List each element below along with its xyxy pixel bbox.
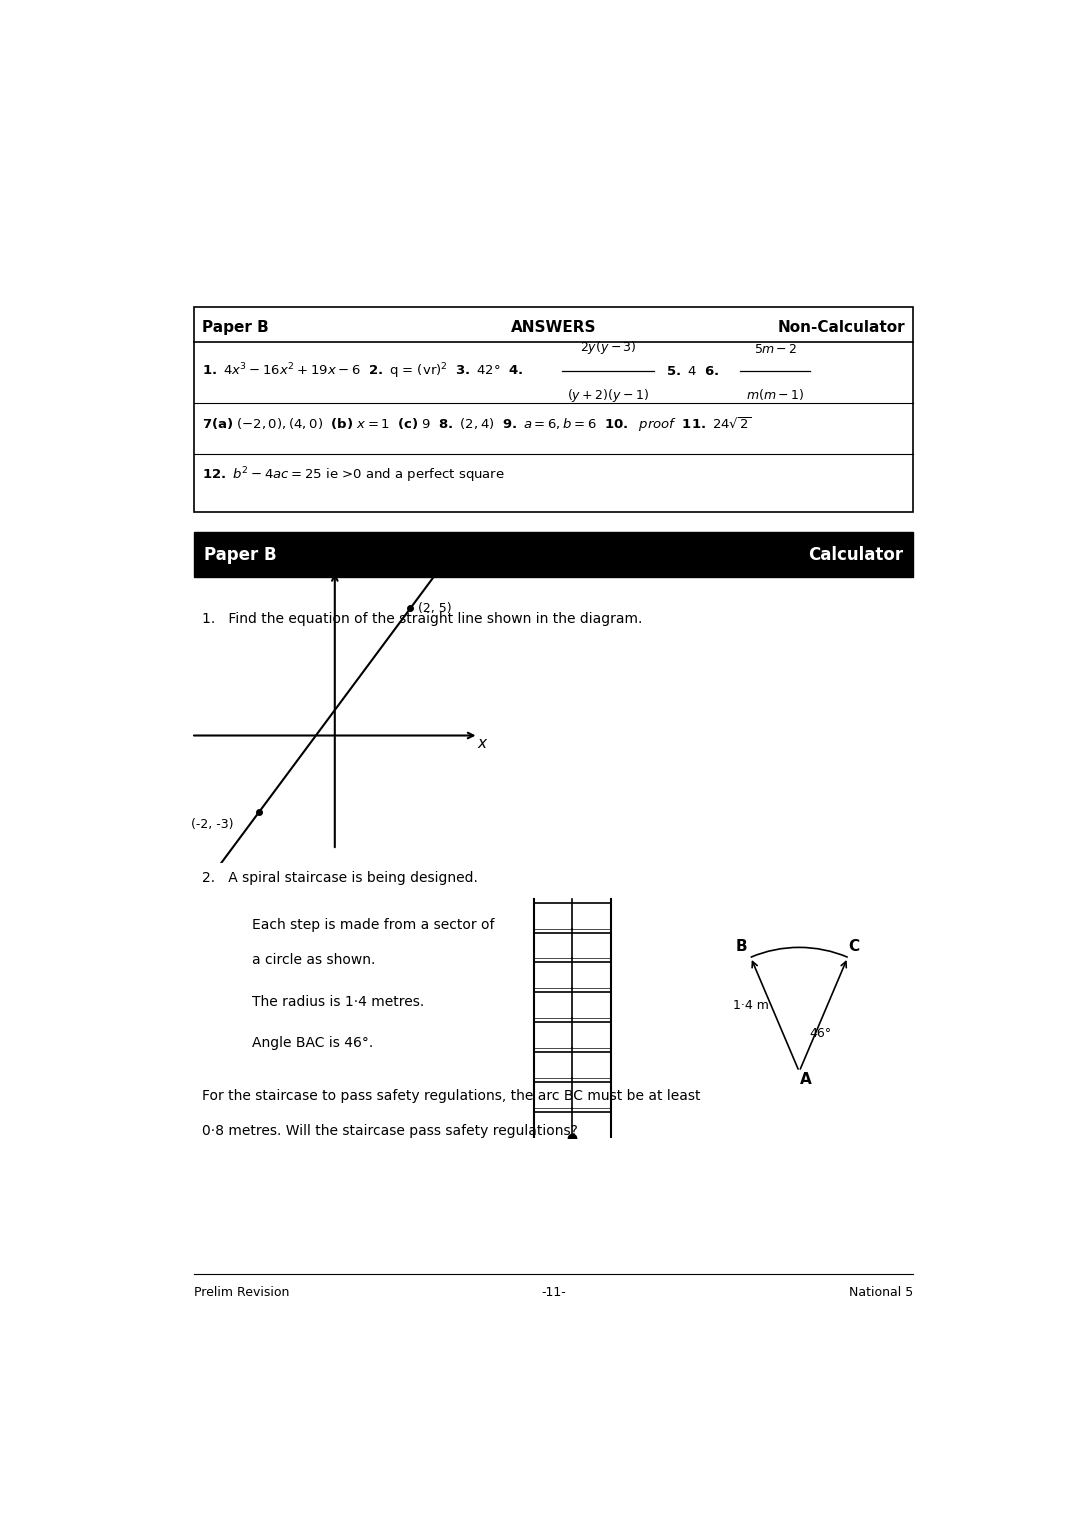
- Text: 0·8 metres. Will the staircase pass safety regulations?: 0·8 metres. Will the staircase pass safe…: [202, 1124, 578, 1138]
- Text: -11-: -11-: [541, 1286, 566, 1299]
- Text: A: A: [799, 1072, 811, 1087]
- Text: Non-Calculator: Non-Calculator: [778, 321, 905, 336]
- Text: For the staircase to pass safety regulations, the arc BC must be at least: For the staircase to pass safety regulat…: [202, 1089, 701, 1102]
- FancyBboxPatch shape: [193, 533, 914, 577]
- Text: $(y+2)(y-1)$: $(y+2)(y-1)$: [567, 386, 649, 403]
- Text: Prelim Revision: Prelim Revision: [193, 1286, 289, 1299]
- Text: x: x: [477, 736, 487, 751]
- Text: 1.   Find the equation of the straight line shown in the diagram.: 1. Find the equation of the straight lin…: [202, 612, 643, 626]
- Text: B: B: [735, 939, 747, 954]
- Text: $5m-2$: $5m-2$: [754, 344, 797, 356]
- Text: $\mathbf{12.}$ $b^2-4ac=25$ ie >0 and a perfect square: $\mathbf{12.}$ $b^2-4ac=25$ ie >0 and a …: [202, 466, 504, 484]
- Text: $2y(y-3)$: $2y(y-3)$: [580, 339, 636, 356]
- Text: a circle as shown.: a circle as shown.: [253, 953, 376, 968]
- Text: $\mathbf{7(a)}$ $(-2,0),(4,0)$  $\mathbf{(b)}$ $x=1$  $\mathbf{(c)}$ 9  $\mathbf: $\mathbf{7(a)}$ $(-2,0),(4,0)$ $\mathbf{…: [202, 415, 751, 434]
- Text: y: y: [342, 560, 351, 576]
- Text: Paper B: Paper B: [202, 321, 269, 336]
- Text: $\mathbf{5.}$ 4  $\mathbf{6.}$: $\mathbf{5.}$ 4 $\mathbf{6.}$: [658, 365, 719, 377]
- Text: 46°: 46°: [810, 1028, 832, 1040]
- Text: ANSWERS: ANSWERS: [511, 321, 596, 336]
- Text: 2.   A spiral staircase is being designed.: 2. A spiral staircase is being designed.: [202, 870, 477, 886]
- Text: (2, 5): (2, 5): [418, 602, 451, 615]
- Text: Angle BAC is 46°.: Angle BAC is 46°.: [253, 1035, 374, 1049]
- Text: Paper B: Paper B: [204, 545, 276, 563]
- FancyBboxPatch shape: [193, 307, 914, 513]
- Text: National 5: National 5: [849, 1286, 914, 1299]
- Text: Each step is made from a sector of: Each step is made from a sector of: [253, 918, 495, 931]
- Text: Calculator: Calculator: [808, 545, 903, 563]
- Text: (-2, -3): (-2, -3): [191, 818, 233, 831]
- Text: C: C: [849, 939, 860, 954]
- Text: $m(m-1)$: $m(m-1)$: [746, 386, 805, 402]
- Text: The radius is 1·4 metres.: The radius is 1·4 metres.: [253, 994, 424, 1008]
- Text: $\mathbf{1.}$ $4x^3-16x^2+19x-6$  $\mathbf{2.}$ q = (vr)$^2$  $\mathbf{3.}$ 42° : $\mathbf{1.}$ $4x^3-16x^2+19x-6$ $\mathb…: [202, 362, 524, 382]
- Text: 1·4 m: 1·4 m: [733, 999, 769, 1012]
